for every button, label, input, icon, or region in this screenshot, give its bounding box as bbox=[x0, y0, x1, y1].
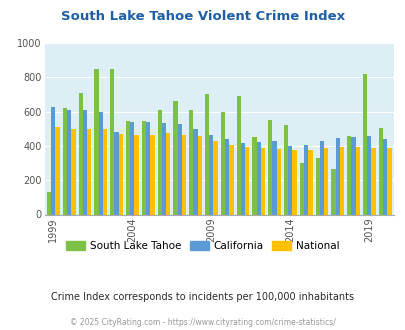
Bar bbox=[366, 136, 371, 214]
Bar bbox=[267, 120, 272, 214]
Bar bbox=[166, 133, 170, 214]
Bar bbox=[181, 135, 185, 214]
Bar bbox=[323, 148, 328, 214]
Bar bbox=[299, 163, 303, 215]
Bar bbox=[351, 137, 355, 214]
Bar bbox=[252, 137, 256, 214]
Bar bbox=[67, 110, 71, 214]
Bar bbox=[213, 141, 217, 214]
Bar bbox=[134, 135, 139, 214]
Bar bbox=[130, 122, 134, 214]
Text: Crime Index corresponds to incidents per 100,000 inhabitants: Crime Index corresponds to incidents per… bbox=[51, 292, 354, 302]
Bar bbox=[51, 107, 55, 214]
Bar bbox=[319, 141, 323, 214]
Bar bbox=[78, 93, 83, 214]
Bar bbox=[245, 147, 249, 214]
Bar bbox=[157, 110, 162, 214]
Bar bbox=[303, 145, 307, 214]
Bar bbox=[126, 121, 130, 214]
Bar bbox=[240, 143, 245, 214]
Bar bbox=[98, 113, 102, 214]
Bar bbox=[110, 69, 114, 214]
Bar bbox=[335, 138, 339, 214]
Bar bbox=[193, 129, 197, 214]
Bar bbox=[362, 74, 366, 214]
Legend: South Lake Tahoe, California, National: South Lake Tahoe, California, National bbox=[62, 237, 343, 255]
Bar bbox=[236, 96, 240, 214]
Bar bbox=[307, 150, 312, 214]
Bar bbox=[197, 136, 201, 214]
Bar bbox=[47, 192, 51, 214]
Bar bbox=[173, 101, 177, 214]
Bar bbox=[162, 123, 166, 214]
Bar bbox=[224, 139, 229, 214]
Bar bbox=[292, 150, 296, 214]
Bar bbox=[102, 129, 107, 214]
Bar bbox=[288, 146, 292, 214]
Bar bbox=[346, 136, 351, 214]
Bar bbox=[141, 121, 146, 214]
Bar bbox=[205, 94, 209, 214]
Bar bbox=[220, 112, 224, 214]
Bar bbox=[71, 129, 75, 214]
Bar bbox=[189, 110, 193, 214]
Bar bbox=[386, 148, 390, 214]
Bar bbox=[114, 132, 118, 214]
Bar bbox=[150, 135, 154, 214]
Bar bbox=[382, 139, 386, 214]
Bar bbox=[177, 123, 181, 214]
Bar bbox=[256, 142, 260, 214]
Bar bbox=[315, 158, 319, 214]
Bar bbox=[378, 128, 382, 214]
Bar bbox=[87, 129, 91, 214]
Bar bbox=[55, 127, 60, 214]
Bar bbox=[118, 134, 123, 214]
Bar bbox=[330, 169, 335, 214]
Bar bbox=[209, 135, 213, 214]
Bar bbox=[63, 108, 67, 214]
Text: © 2025 CityRating.com - https://www.cityrating.com/crime-statistics/: © 2025 CityRating.com - https://www.city… bbox=[70, 318, 335, 327]
Bar bbox=[339, 147, 343, 214]
Bar bbox=[276, 149, 280, 214]
Bar bbox=[371, 148, 375, 214]
Bar bbox=[229, 145, 233, 214]
Bar bbox=[146, 122, 150, 214]
Bar bbox=[83, 110, 87, 214]
Bar bbox=[283, 125, 288, 214]
Bar bbox=[272, 141, 276, 214]
Bar bbox=[94, 69, 98, 214]
Bar bbox=[355, 147, 359, 214]
Text: South Lake Tahoe Violent Crime Index: South Lake Tahoe Violent Crime Index bbox=[61, 10, 344, 23]
Bar bbox=[260, 148, 264, 214]
